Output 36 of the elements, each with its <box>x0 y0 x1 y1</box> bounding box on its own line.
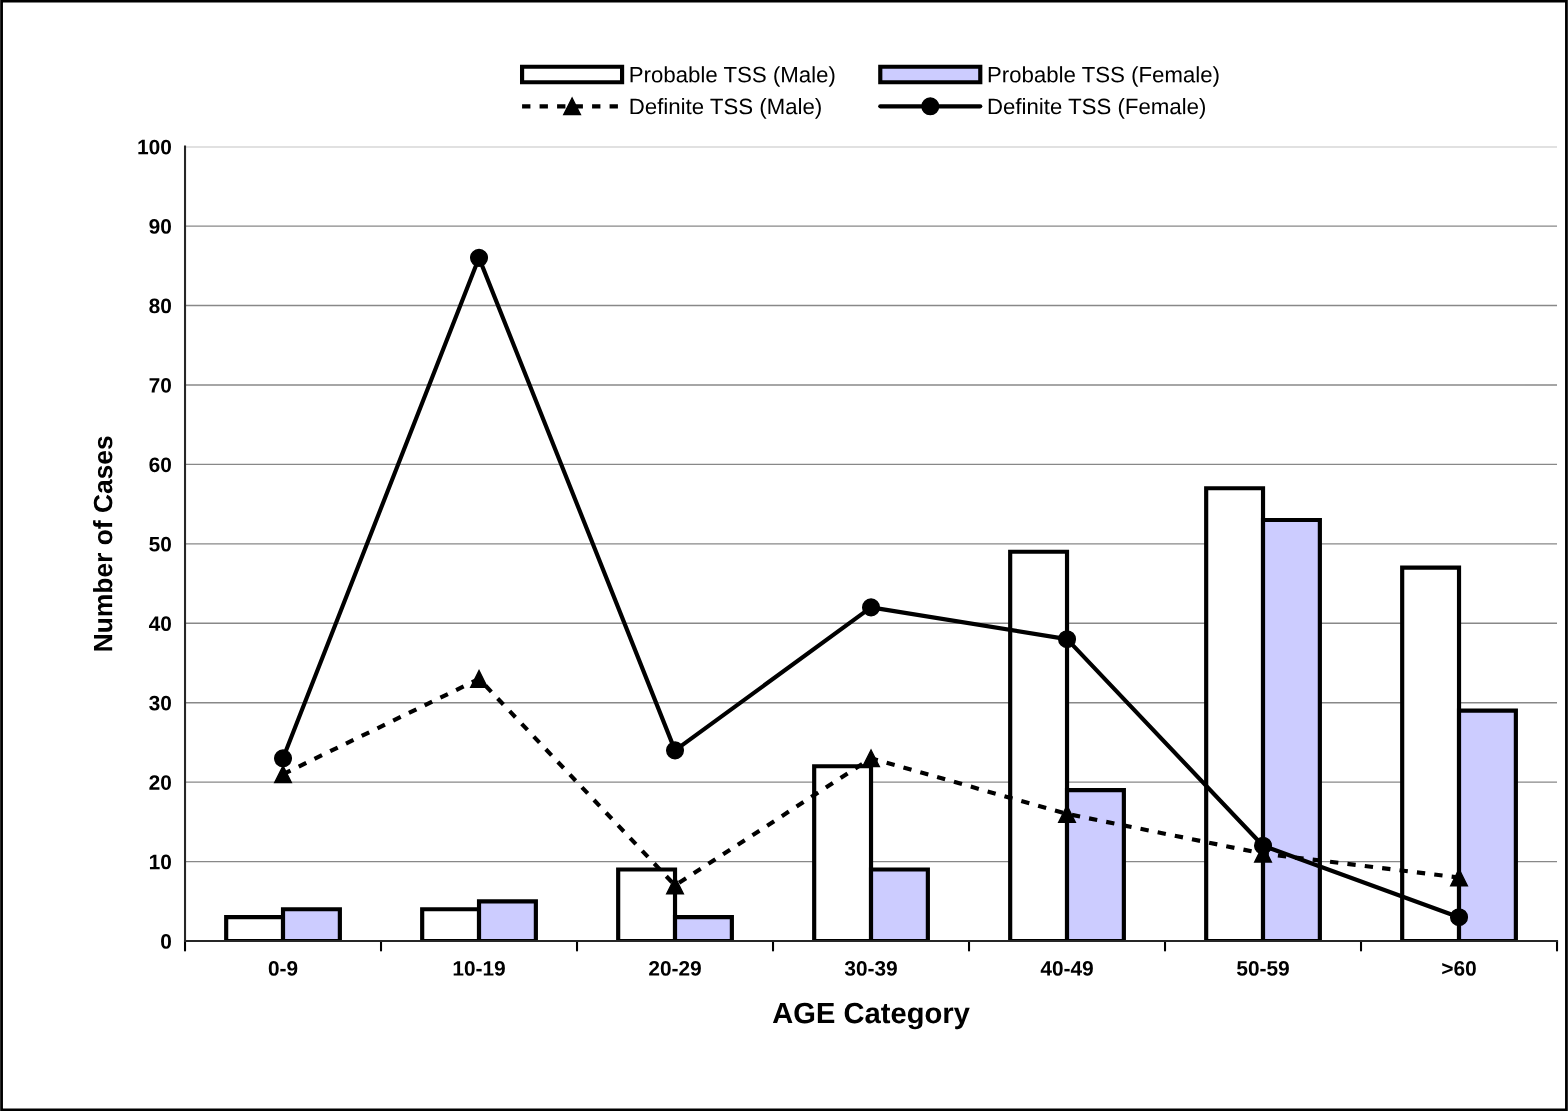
x-tick-label: 0-9 <box>268 961 298 976</box>
point <box>665 876 685 895</box>
legend-label: Definite TSS (Female) <box>988 97 1205 119</box>
legend-label: Probable TSS (Female) <box>988 66 1219 87</box>
y-tick-label: 10 <box>149 854 171 870</box>
legend-label: Definite TSS (Male) <box>630 97 821 119</box>
y-tick-label: 30 <box>149 695 171 711</box>
y-tick-label: 60 <box>149 457 171 473</box>
y-tick-label: 40 <box>148 616 171 632</box>
point <box>469 669 489 688</box>
point <box>1057 630 1077 649</box>
y-axis-title: Number of Cases <box>93 436 113 651</box>
y-tick-label: 20 <box>149 775 171 790</box>
point <box>861 749 881 768</box>
y-tick-label: 90 <box>149 219 171 234</box>
y-tick-label: 50 <box>149 536 171 552</box>
y-tick-label: 80 <box>149 298 171 314</box>
x-tick-label: 20-29 <box>649 961 701 976</box>
point <box>273 765 293 784</box>
point <box>861 598 881 617</box>
point <box>469 248 489 267</box>
x-tick-label: 10-19 <box>453 961 505 976</box>
point <box>665 741 685 760</box>
x-tick-label: 40-49 <box>1040 961 1093 976</box>
x-tick-label: >60 <box>1442 961 1476 976</box>
x-tick-label: 30-39 <box>844 961 897 976</box>
point <box>1253 836 1273 855</box>
point <box>1449 908 1469 927</box>
y-tick-label: 70 <box>149 377 171 393</box>
point <box>1449 868 1469 887</box>
x-axis-title: AGE Category <box>772 1002 970 1030</box>
y-tick-label: 0 <box>161 934 171 949</box>
y-tick-label: 100 <box>138 139 171 155</box>
point <box>273 749 293 768</box>
x-tick-label: 50-59 <box>1237 961 1289 976</box>
legend-label: Probable TSS (Male) <box>630 66 835 87</box>
